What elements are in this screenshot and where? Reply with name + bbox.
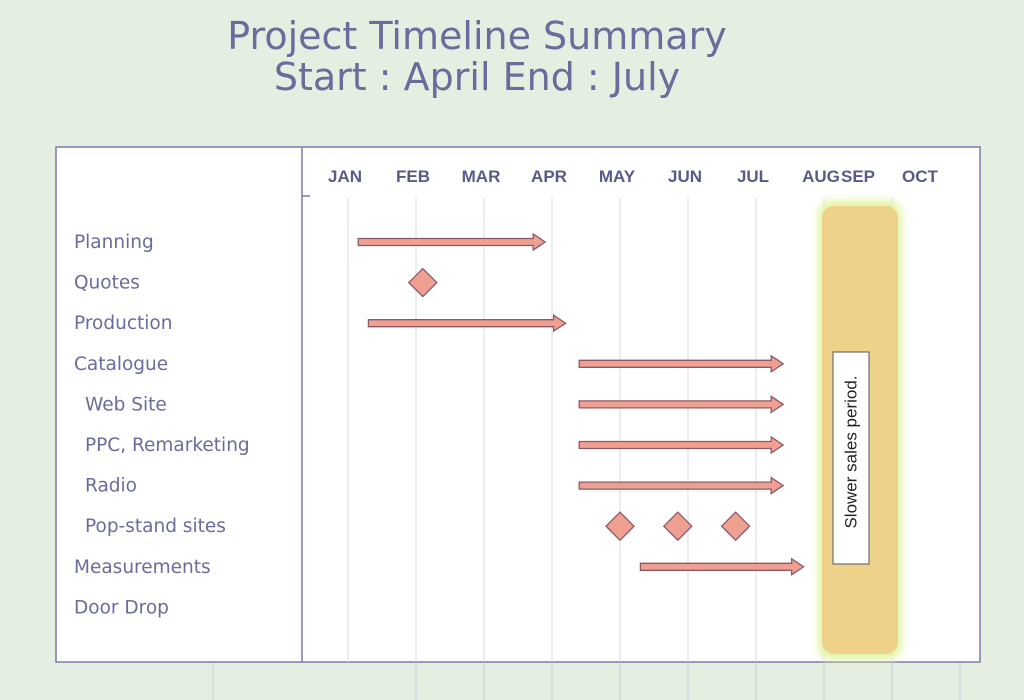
month-label: JUN bbox=[668, 167, 702, 186]
task-label: Radio bbox=[85, 476, 137, 497]
chart-title: Project Timeline Summary Start : April E… bbox=[0, 16, 954, 98]
month-label: JAN bbox=[328, 167, 362, 186]
milestone-marker bbox=[720, 511, 751, 542]
title-line-2: Start : April End : July bbox=[273, 55, 681, 99]
task-label: Production bbox=[74, 313, 172, 334]
task-label: Planning bbox=[74, 232, 154, 253]
month-label: FEB bbox=[396, 167, 430, 186]
title-line-1: Project Timeline Summary bbox=[227, 14, 727, 58]
milestone-marker bbox=[605, 511, 635, 542]
milestone-marker bbox=[407, 267, 438, 298]
task-bar bbox=[357, 232, 547, 252]
task-label: Measurements bbox=[74, 557, 211, 578]
task-bar bbox=[367, 313, 567, 333]
task-bar bbox=[578, 435, 785, 455]
task-label: Web Site bbox=[85, 394, 167, 415]
month-label: SEP bbox=[841, 167, 875, 186]
task-bar bbox=[578, 395, 785, 414]
month-label: JUL bbox=[737, 167, 769, 186]
task-label: Pop-stand sites bbox=[85, 516, 226, 537]
task-label: Quotes bbox=[74, 273, 140, 294]
task-bar bbox=[578, 476, 785, 495]
task-bar bbox=[639, 557, 805, 577]
task-label: Catalogue bbox=[74, 354, 168, 375]
month-label: APR bbox=[531, 167, 567, 186]
highlight-label-box bbox=[832, 351, 870, 565]
month-label: MAY bbox=[599, 167, 636, 186]
task-bar bbox=[578, 354, 785, 374]
month-label: AUG bbox=[802, 167, 840, 186]
task-label: Door Drop bbox=[74, 597, 169, 618]
month-label: MAR bbox=[462, 167, 501, 186]
highlight-label: Slower sales period. bbox=[842, 375, 861, 528]
month-label: OCT bbox=[902, 167, 939, 186]
task-label: PPC, Remarketing bbox=[85, 435, 250, 456]
milestone-marker bbox=[662, 511, 693, 542]
